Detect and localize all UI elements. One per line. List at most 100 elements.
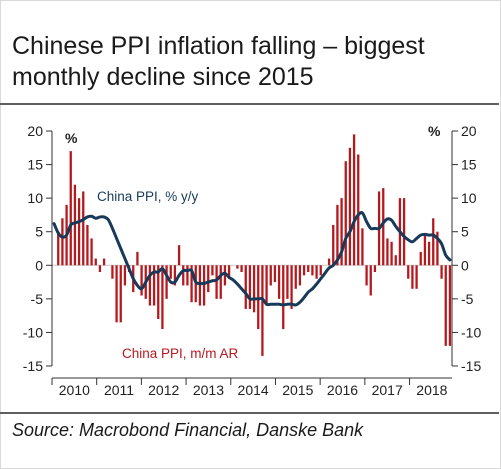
bar-mom-ar bbox=[448, 265, 452, 346]
left-tick-label: 10 bbox=[27, 190, 43, 206]
bar-mom-ar bbox=[198, 265, 202, 306]
bar-mom-ar bbox=[440, 265, 443, 279]
bar-mom-ar bbox=[207, 265, 210, 293]
bar-mom-ar bbox=[427, 241, 431, 266]
left-tick-label: -15 bbox=[23, 358, 43, 374]
x-tick-label: 2018 bbox=[416, 382, 447, 398]
top-divider bbox=[0, 103, 499, 105]
bar-mom-ar bbox=[257, 265, 260, 330]
x-tick-label: 2010 bbox=[59, 382, 90, 398]
bar-mom-ar bbox=[223, 265, 227, 286]
left-tick-label: -5 bbox=[31, 291, 44, 307]
bar-mom-ar bbox=[357, 154, 360, 266]
bar-mom-ar bbox=[423, 235, 427, 266]
x-tick-label: 2013 bbox=[193, 382, 224, 398]
right-tick-label: 20 bbox=[461, 123, 477, 139]
chart-title: Chinese PPI inflation falling – biggest … bbox=[12, 32, 425, 91]
bar-mom-ar bbox=[202, 265, 206, 306]
bar-mom-ar bbox=[294, 265, 297, 289]
bar-mom-ar bbox=[261, 265, 264, 356]
bar-mom-ar bbox=[340, 198, 343, 266]
bar-mom-ar bbox=[136, 251, 139, 266]
bar-mom-ar bbox=[94, 258, 97, 266]
bar-mom-ar bbox=[240, 265, 243, 272]
bar-mom-ar bbox=[252, 265, 256, 313]
bar-mom-ar bbox=[373, 265, 377, 272]
right-tick-label: 10 bbox=[461, 190, 477, 206]
bar-mom-ar bbox=[411, 265, 414, 289]
bar-mom-ar bbox=[386, 238, 389, 266]
bar-mom-ar bbox=[102, 258, 106, 266]
left-tick-label: 15 bbox=[27, 157, 43, 173]
bar-mom-ar bbox=[82, 191, 85, 266]
bar-mom-ar bbox=[152, 265, 156, 306]
bar-mom-ar bbox=[394, 255, 397, 266]
bar-mom-ar bbox=[352, 134, 356, 266]
bar-mom-ar bbox=[140, 265, 143, 296]
bar-mom-ar bbox=[415, 265, 418, 289]
right-tick-label: -15 bbox=[461, 358, 481, 374]
bar-mom-ar bbox=[319, 265, 322, 276]
bar-mom-ar bbox=[123, 265, 127, 286]
x-tick-label: 2012 bbox=[148, 382, 179, 398]
series-label-mom-ar: China PPI, m/m AR bbox=[122, 346, 239, 361]
bar-mom-ar bbox=[98, 265, 102, 272]
right-tick-label: -10 bbox=[461, 324, 481, 340]
bar-mom-ar bbox=[302, 265, 306, 276]
bar-mom-ar bbox=[315, 265, 318, 279]
bar-mom-ar bbox=[148, 265, 152, 306]
bar-mom-ar bbox=[407, 265, 410, 279]
bar-mom-ar bbox=[290, 265, 293, 309]
bar-mom-ar bbox=[298, 265, 302, 286]
bar-mom-ar bbox=[307, 265, 310, 272]
bar-mom-ar bbox=[119, 265, 122, 323]
bar-mom-ar bbox=[265, 265, 268, 306]
bar-mom-ar bbox=[73, 184, 77, 266]
bar-mom-ar bbox=[332, 225, 335, 266]
x-tick-label: 2016 bbox=[327, 382, 358, 398]
source-note: Source: Macrobond Financial, Danske Bank bbox=[12, 420, 364, 440]
bar-mom-ar bbox=[215, 265, 218, 299]
bar-mom-ar bbox=[344, 161, 347, 266]
left-tick-label: 0 bbox=[35, 257, 43, 273]
bar-mom-ar bbox=[269, 265, 272, 286]
bar-mom-ar bbox=[190, 265, 193, 303]
bar-mom-ar bbox=[90, 238, 93, 266]
bar-mom-ar bbox=[57, 231, 60, 266]
bar-mom-ar bbox=[432, 218, 435, 266]
left-tick-label: -10 bbox=[23, 324, 43, 340]
bar-mom-ar bbox=[327, 258, 331, 266]
right-unit-label: % bbox=[428, 123, 441, 139]
bar-mom-ar bbox=[444, 265, 447, 346]
bar-mom-ar bbox=[273, 265, 277, 283]
bar-mom-ar bbox=[86, 225, 89, 266]
bar-mom-ar bbox=[77, 198, 81, 266]
bar-mom-ar bbox=[419, 251, 422, 266]
left-unit-label: % bbox=[65, 130, 78, 146]
bar-mom-ar bbox=[244, 265, 247, 309]
right-tick-label: 0 bbox=[461, 257, 469, 273]
bar-mom-ar bbox=[336, 204, 339, 266]
bar-mom-ar bbox=[165, 265, 168, 299]
bar-mom-ar bbox=[382, 188, 385, 266]
bar-mom-ar bbox=[369, 265, 372, 296]
bar-mom-ar bbox=[186, 265, 189, 286]
bar-mom-ar bbox=[286, 265, 289, 299]
bar-mom-ar bbox=[177, 245, 181, 266]
x-tick-label: 2011 bbox=[104, 382, 134, 398]
bar-mom-ar bbox=[402, 198, 406, 266]
bar-mom-ar bbox=[219, 265, 222, 299]
bar-mom-ar bbox=[115, 265, 118, 323]
line-yoy bbox=[52, 211, 452, 307]
bar-mom-ar bbox=[390, 241, 393, 266]
series-label-yoy: China PPI, % y/y bbox=[97, 189, 199, 204]
right-tick-label: 5 bbox=[461, 224, 469, 240]
bar-mom-ar bbox=[236, 265, 239, 269]
bottom-divider bbox=[0, 412, 499, 414]
bar-mom-ar bbox=[69, 151, 72, 266]
bar-mom-ar bbox=[211, 265, 214, 276]
left-tick-label: 5 bbox=[35, 224, 43, 240]
x-tick-label: 2014 bbox=[238, 382, 269, 398]
left-tick-label: 20 bbox=[27, 123, 43, 139]
